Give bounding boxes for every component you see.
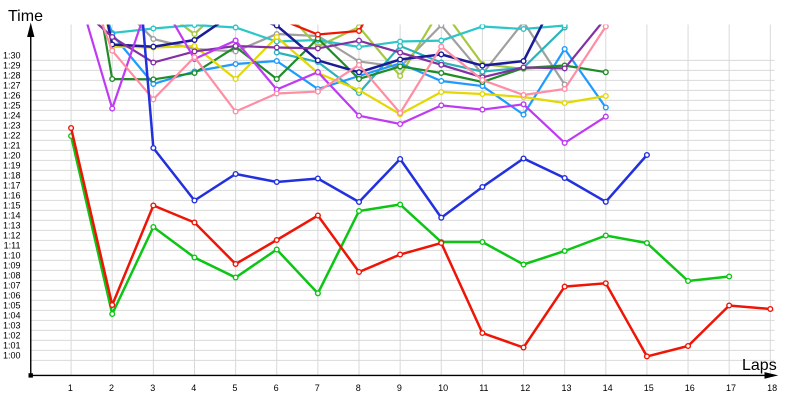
svg-text:1:23: 1:23 — [3, 121, 21, 131]
svg-text:2: 2 — [109, 383, 114, 393]
svg-text:8: 8 — [356, 383, 361, 393]
svg-text:1:13: 1:13 — [3, 221, 21, 231]
svg-text:1:06: 1:06 — [3, 291, 21, 301]
svg-text:1:25: 1:25 — [3, 101, 21, 111]
svg-text:17: 17 — [726, 383, 736, 393]
svg-text:1:05: 1:05 — [3, 301, 21, 311]
svg-text:1:28: 1:28 — [3, 71, 21, 81]
svg-text:1:03: 1:03 — [3, 321, 21, 331]
svg-text:1:02: 1:02 — [3, 331, 21, 341]
svg-text:1:17: 1:17 — [3, 181, 21, 191]
svg-text:5: 5 — [232, 383, 237, 393]
svg-text:1:20: 1:20 — [3, 151, 21, 161]
svg-text:1:08: 1:08 — [3, 271, 21, 281]
svg-text:1:14: 1:14 — [3, 211, 21, 221]
svg-text:1:04: 1:04 — [3, 311, 21, 321]
svg-text:1:18: 1:18 — [3, 171, 21, 181]
svg-text:1:26: 1:26 — [3, 91, 21, 101]
svg-text:1:16: 1:16 — [3, 191, 21, 201]
svg-text:1:07: 1:07 — [3, 281, 21, 291]
svg-text:16: 16 — [685, 383, 695, 393]
svg-text:Laps: Laps — [742, 357, 777, 374]
svg-text:1:12: 1:12 — [3, 231, 21, 241]
svg-text:1:19: 1:19 — [3, 161, 21, 171]
svg-text:4: 4 — [191, 383, 196, 393]
svg-text:1:10: 1:10 — [3, 251, 21, 261]
svg-text:10: 10 — [438, 383, 448, 393]
svg-text:1:11: 1:11 — [4, 241, 21, 251]
svg-text:3: 3 — [150, 383, 155, 393]
svg-text:1: 1 — [68, 383, 73, 393]
svg-text:18: 18 — [767, 383, 777, 393]
svg-text:1:24: 1:24 — [3, 111, 21, 121]
svg-text:14: 14 — [603, 383, 613, 393]
svg-text:1:27: 1:27 — [3, 81, 21, 91]
svg-text:1:21: 1:21 — [3, 141, 21, 151]
svg-text:1:00: 1:00 — [3, 351, 21, 361]
svg-text:13: 13 — [562, 383, 572, 393]
svg-text:6: 6 — [274, 383, 279, 393]
svg-text:15: 15 — [644, 383, 654, 393]
svg-text:12: 12 — [520, 383, 530, 393]
svg-text:Time: Time — [8, 8, 43, 25]
svg-text:7: 7 — [315, 383, 320, 393]
svg-text:1:29: 1:29 — [3, 61, 21, 71]
svg-text:11: 11 — [479, 383, 488, 393]
svg-text:1:09: 1:09 — [3, 261, 21, 271]
svg-text:1:15: 1:15 — [3, 201, 21, 211]
svg-text:1:30: 1:30 — [3, 51, 21, 61]
svg-text:9: 9 — [397, 383, 402, 393]
svg-text:1:01: 1:01 — [3, 341, 21, 351]
svg-text:1:22: 1:22 — [3, 131, 21, 141]
